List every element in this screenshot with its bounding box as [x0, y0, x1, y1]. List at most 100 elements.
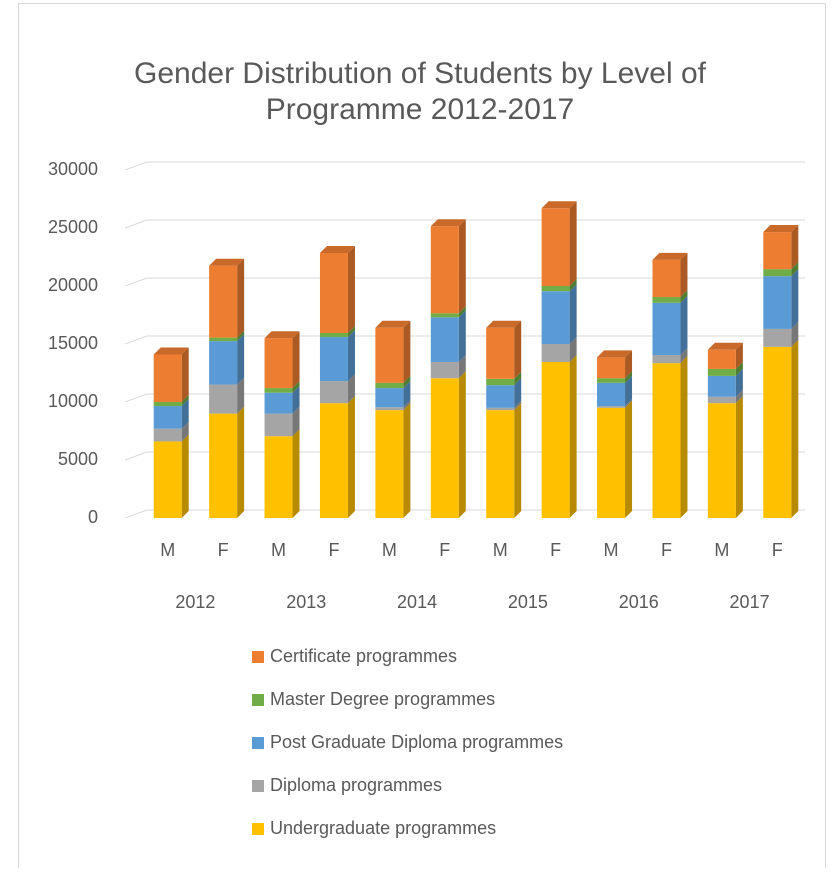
bar-side — [625, 399, 633, 408]
bar — [430, 313, 459, 318]
bar-side — [181, 421, 189, 442]
bar-top — [319, 245, 355, 253]
x-tick-label: F — [661, 540, 672, 560]
grid-line — [124, 509, 805, 519]
bar — [707, 396, 736, 404]
y-tick-label: 15000 — [48, 333, 98, 353]
bar-side — [403, 320, 411, 383]
bar-side — [181, 434, 189, 518]
bar-side — [237, 330, 245, 342]
bar-side — [181, 399, 189, 429]
bar-side — [347, 374, 355, 404]
bar-side — [237, 377, 245, 414]
bar-side — [569, 354, 577, 518]
bar-side — [791, 225, 799, 270]
legend-label: Post Graduate Diploma programmes — [270, 732, 563, 752]
bar — [375, 327, 404, 383]
y-tick-label: 25000 — [48, 217, 98, 237]
bar-side — [680, 348, 688, 364]
bar — [597, 406, 626, 408]
bar-side — [347, 245, 355, 333]
bar-side — [735, 342, 743, 369]
bar-side — [514, 400, 522, 411]
bar — [652, 297, 681, 303]
x-tick-label: M — [493, 540, 508, 560]
bar-side — [735, 389, 743, 404]
bar-side — [403, 375, 411, 389]
bar-top — [541, 201, 577, 209]
bar — [763, 346, 792, 518]
bar-side — [292, 406, 300, 437]
x-tick-label: F — [439, 540, 450, 560]
bar — [264, 388, 293, 393]
bar — [597, 407, 626, 518]
bar-side — [292, 331, 300, 389]
bar-side — [403, 400, 411, 411]
y-tick-label: 10000 — [48, 391, 98, 411]
x-group-label: 2016 — [619, 592, 659, 612]
bar — [209, 265, 238, 338]
bar-top — [264, 331, 300, 339]
bar-side — [569, 201, 577, 286]
bar — [209, 384, 238, 414]
bar-side — [735, 396, 743, 518]
chart-frame — [18, 3, 826, 873]
bar — [264, 392, 293, 414]
x-tick-label: F — [218, 540, 229, 560]
legend-label: Undergraduate programmes — [270, 818, 496, 838]
bar-top — [430, 219, 466, 227]
x-tick-label: M — [160, 540, 175, 560]
bar — [486, 385, 515, 408]
bar — [264, 413, 293, 437]
bar — [763, 232, 792, 270]
bar-side — [514, 371, 522, 386]
bar — [541, 291, 570, 344]
bar — [375, 382, 404, 389]
grid-line — [124, 393, 805, 403]
bar-side — [735, 368, 743, 397]
bar-side — [680, 295, 688, 356]
bar — [153, 406, 182, 429]
bar — [375, 410, 404, 518]
bar — [430, 378, 459, 518]
bar-side — [625, 375, 633, 407]
bar-side — [458, 306, 466, 318]
bar — [319, 252, 348, 333]
bar-side — [680, 290, 688, 303]
bar — [486, 407, 515, 411]
y-tick-label: 30000 — [48, 159, 98, 179]
bar-side — [514, 320, 522, 379]
grid-line — [124, 451, 805, 461]
y-tick-label: 5000 — [58, 449, 98, 469]
bar-top — [153, 347, 189, 355]
chart-title: Programme 2012-2017 — [266, 93, 575, 126]
x-tick-label: F — [772, 540, 783, 560]
bar-side — [680, 252, 688, 298]
bar — [153, 354, 182, 402]
bar — [209, 413, 238, 518]
bar-side — [458, 371, 466, 518]
bar-top — [763, 225, 799, 233]
bar-side — [403, 381, 411, 408]
bar — [264, 338, 293, 389]
y-tick-label: 0 — [88, 507, 98, 527]
bar — [264, 436, 293, 518]
bar — [541, 286, 570, 292]
bar — [652, 302, 681, 356]
bar-side — [181, 347, 189, 402]
bar-side — [569, 337, 577, 362]
bar — [541, 208, 570, 286]
bar — [707, 375, 736, 397]
bar — [430, 361, 459, 379]
bar-side — [680, 356, 688, 518]
bar — [153, 402, 182, 407]
bar-side — [625, 350, 633, 379]
bar — [652, 259, 681, 298]
bar — [319, 332, 348, 338]
grid-line — [124, 219, 805, 229]
bar-side — [347, 396, 355, 518]
x-group-label: 2013 — [286, 592, 326, 612]
x-group-label: 2015 — [508, 592, 548, 612]
bar-side — [237, 334, 245, 385]
